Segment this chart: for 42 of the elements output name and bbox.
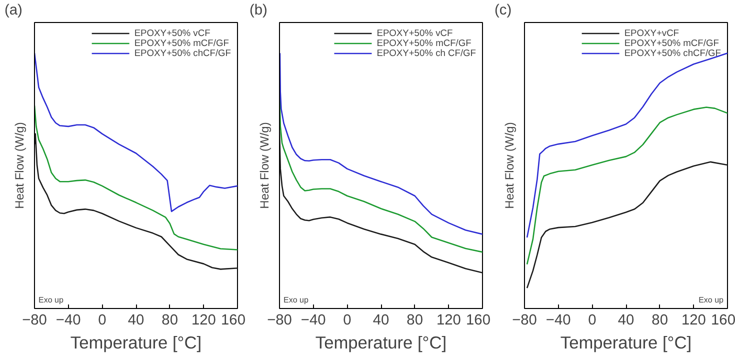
x-tick-label: 120	[436, 312, 461, 328]
x-tick-label: −40	[300, 312, 326, 328]
x-tick-label: 120	[681, 312, 706, 328]
x-tick-label: 80	[652, 312, 668, 328]
legend-label: EPOXY+50% mCF/GF	[376, 38, 472, 48]
legend-label: EPOXY+vCF	[624, 28, 680, 38]
x-tick-label: 80	[162, 312, 178, 328]
y-axis-title: Heat Flow (W/g)	[258, 122, 272, 209]
x-tick-label: −80	[22, 312, 47, 328]
x-tick-label: 0	[98, 312, 106, 328]
legend-label: EPOXY+50% mCF/GF	[134, 38, 229, 48]
x-axis-title: Temperature [°C]	[70, 332, 202, 352]
x-tick-label: 0	[343, 312, 352, 328]
y-axis-title: Heat Flow (W/g)	[502, 122, 516, 209]
x-tick-label: 40	[372, 312, 390, 328]
annotation: Exo up	[38, 296, 64, 304]
x-tick-label: 80	[406, 312, 423, 328]
x-tick-label: −80	[267, 312, 292, 328]
legend-label: EPOXY+50% chCF/GF	[134, 48, 231, 58]
legend-label: EPOXY+50% vCF	[134, 28, 210, 38]
x-tick-label: 40	[128, 312, 144, 328]
x-axis-title: Temperature [°C]	[315, 332, 447, 352]
x-tick-label: −40	[546, 312, 571, 328]
x-axis-title: Temperature [°C]	[560, 332, 692, 352]
annotation: Exo up	[284, 296, 309, 304]
legend-label: EPOXY+50% vCF	[376, 28, 453, 38]
x-tick-label: 120	[191, 312, 216, 328]
legend-label: EPOXY+50% ch CF/GF	[376, 48, 476, 58]
x-tick-label: 160	[711, 312, 735, 328]
x-tick-label: −40	[56, 312, 81, 328]
y-axis-title: Heat Flow (W/g)	[12, 122, 26, 209]
legend-label: EPOXY+50% chCF/GF	[624, 48, 721, 58]
x-tick-label: 160	[221, 312, 246, 328]
chart-title: (a)	[4, 2, 22, 18]
legend-label: EPOXY+50% mCF/GF	[624, 38, 719, 48]
x-tick-label: 40	[618, 312, 634, 328]
annotation: Exo up	[698, 296, 724, 304]
chart-title: (c)	[494, 2, 512, 18]
x-tick-label: 0	[588, 312, 596, 328]
x-tick-label: −80	[512, 312, 537, 328]
chart-title: (b)	[250, 2, 268, 18]
x-tick-label: 160	[466, 312, 491, 328]
